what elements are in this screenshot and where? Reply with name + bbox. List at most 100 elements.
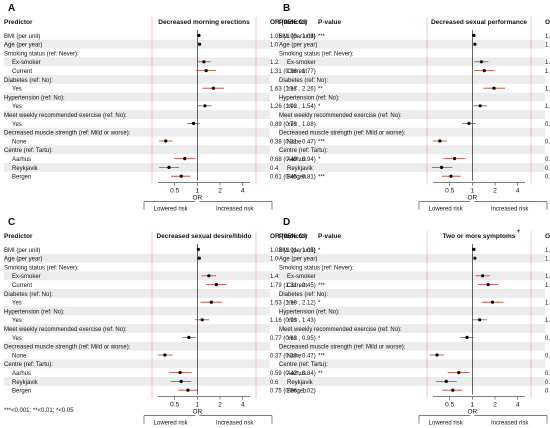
group-header-label: Decreased muscle strength (ref: Mild or … <box>4 131 131 137</box>
or-point <box>179 174 183 178</box>
x-axis-title: OR <box>467 409 477 416</box>
row-label: Yes <box>12 336 22 342</box>
row-label: Current <box>12 69 32 75</box>
group-header-label: Hypertension (ref: No): <box>4 309 65 315</box>
increased-risk-label: Increased risk <box>216 421 254 427</box>
increased-risk-label: Increased risk <box>216 207 254 213</box>
outcome-marker: + <box>517 229 521 235</box>
or-ci-value: 1.08 (1.06 , 1.10) <box>545 43 550 49</box>
forest-panel-d: D Predictor Two or more symptoms+ OR (95% C… <box>279 217 550 427</box>
or-point <box>204 69 208 73</box>
or-point <box>492 86 496 90</box>
x-axis-title: OR <box>192 195 202 202</box>
row-stripe <box>4 57 270 67</box>
row-label: Yes <box>287 122 297 128</box>
or-point <box>179 379 183 383</box>
row-label: Age (per year) <box>4 257 42 263</box>
or-point <box>490 300 495 304</box>
row-label: Ex-smoker <box>12 60 41 66</box>
outcome-label: Decreased morning erections <box>158 19 250 26</box>
row-stripe <box>4 110 270 119</box>
or-ci-value: 1.03 (1.01 , 1.05) <box>270 248 316 254</box>
or-ci-header: OR (95% CI) <box>270 233 307 240</box>
lowered-risk-label: Lowered risk <box>429 421 464 427</box>
row-label: None <box>12 139 27 145</box>
p-value: * <box>318 104 321 110</box>
or-ci-value: 1.16 (0.93 , 1.43) <box>270 318 316 324</box>
forest-panel-a: A Predictor Decreased morning erections OR … <box>4 3 342 213</box>
row-stripe <box>279 127 545 137</box>
or-point <box>196 247 200 251</box>
or-point <box>467 121 471 125</box>
or-ci-value: 1.05 (1.02 , 1.08) <box>545 248 550 254</box>
x-tick-label: 0.5 <box>170 188 179 195</box>
or-point <box>486 283 490 287</box>
row-label: Ex-smoker <box>287 274 316 280</box>
or-ci-value: 1.32 (1.06 , 1.63) <box>545 60 550 66</box>
group-header-label: Smoking status (ref: Never): <box>4 265 79 271</box>
increased-risk-bracket <box>199 201 273 210</box>
group-header-label: Centre (ref: Tartu): <box>4 148 53 154</box>
x-tick-label: 2 <box>218 188 222 195</box>
row-label: Yes <box>287 87 297 93</box>
row-stripe <box>279 75 545 84</box>
lowered-risk-label: Lowered risk <box>429 207 464 213</box>
group-header-label: Decreased muscle strength (ref: Mild or … <box>279 345 406 351</box>
or-ci-value: 0.37 (0.30 , 0.47) <box>270 353 316 359</box>
forest-panel-c: C Predictor Decreased sexual desire/libido… <box>4 217 342 427</box>
row-label: Current <box>287 283 307 289</box>
row-stripe <box>279 57 545 67</box>
group-header-label: Meet weekly recommended exercise (ref: N… <box>4 327 127 333</box>
p-value-header: P-value <box>318 233 342 240</box>
or-point <box>478 318 482 322</box>
or-point <box>163 353 167 357</box>
lowered-risk-bracket <box>418 415 471 424</box>
row-label: Ex-smoker <box>287 60 316 66</box>
x-tick-label: 0.5 <box>445 402 454 409</box>
or-ci-header: OR (95% CI) <box>545 19 550 26</box>
p-value: * <box>318 301 321 307</box>
x-axis-title: OR <box>467 195 477 202</box>
row-label: Reykjavik <box>287 166 314 172</box>
row-label: Aarhus <box>287 371 306 377</box>
row-label: BMI (per unit) <box>279 34 315 40</box>
or-point <box>479 60 484 64</box>
or-point <box>472 247 476 251</box>
row-label: Age (per year) <box>279 43 317 49</box>
row-label: Yes <box>287 104 297 110</box>
or-ci-value: 0.75 (0.56 , 1.02) <box>270 389 316 395</box>
or-point <box>472 33 476 38</box>
or-ci-value: 1.27 (1.03 , 1.57) <box>545 104 550 110</box>
x-tick-label: 2 <box>493 188 497 195</box>
row-label: Yes <box>287 301 297 307</box>
or-ci-value: 1.53 (1.10 , 2.12) <box>270 301 316 307</box>
row-stripe <box>4 75 270 84</box>
or-point <box>438 139 442 143</box>
row-stripe <box>4 359 270 369</box>
outcome-label: Two or more symptoms <box>443 233 516 240</box>
or-point <box>214 283 219 287</box>
group-header-label: Diabetes (ref: No): <box>4 78 53 84</box>
x-tick-label: 0.5 <box>445 188 454 195</box>
row-label: Ex-smoker <box>12 274 41 280</box>
or-point <box>178 371 182 375</box>
row-stripe <box>279 377 545 386</box>
row-stripe <box>279 145 545 155</box>
row-stripe <box>4 377 270 386</box>
p-value: *** <box>318 34 326 40</box>
row-label: Age (per year) <box>4 43 42 49</box>
or-point <box>202 60 206 64</box>
lowered-risk-bracket <box>143 201 196 210</box>
row-label: Bergen <box>12 389 31 395</box>
row-label: Aarhus <box>12 371 31 377</box>
row-label: Yes <box>12 104 22 110</box>
row-label: Yes <box>287 318 297 324</box>
x-tick-label: 4 <box>241 402 245 409</box>
row-label: Yes <box>287 336 297 342</box>
or-point <box>457 371 461 375</box>
or-ci-value: 0.45 (0.33 , 0.62) <box>545 380 550 386</box>
or-point <box>186 388 190 392</box>
group-header-label: Decreased muscle strength (ref: Mild or … <box>4 345 131 351</box>
group-header-label: Hypertension (ref: No): <box>279 95 340 101</box>
or-ci-value: 0.59 (0.42 , 0.84) <box>270 371 316 377</box>
